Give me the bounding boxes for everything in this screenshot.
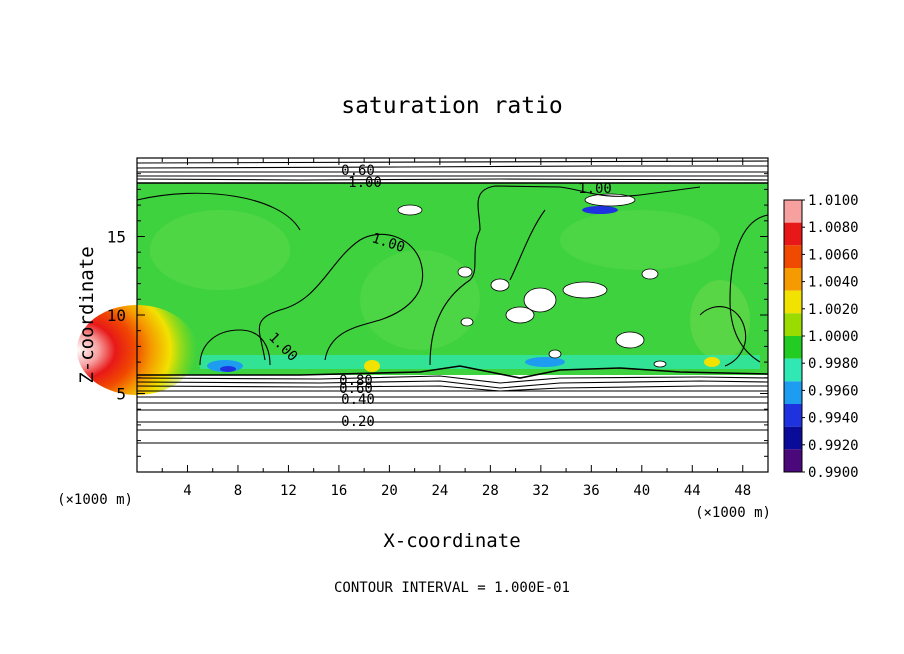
colorbar-swatch [784,245,802,268]
colorbar-swatch [784,336,802,359]
colorbar-label: 0.9960 [808,383,859,399]
colorbar-swatch [784,200,802,223]
colorbar: 1.0100 1.0080 1.0060 1.0040 1.0020 1.0000 0.99… [783,193,859,481]
x-tick-label: 32 [532,483,549,499]
colorbar-label: 1.0080 [808,220,859,236]
x-tick-label: 36 [583,483,600,499]
low-saturation-spot [220,366,236,372]
contour-label: 0.60 [341,163,375,179]
contour-lines [136,160,769,444]
contour-label: 1.00 [348,175,382,191]
chart-title: saturation ratio [341,93,563,119]
x-tick-label: 24 [431,483,448,499]
field-patch [690,280,750,360]
contour-label: 0.80 [339,373,373,389]
x-tick-label: 8 [234,483,242,499]
colorbar-label: 0.9920 [808,438,859,454]
low-saturation-spot [525,357,565,367]
cloud-speckles [397,193,667,368]
colorbar-label: 1.0100 [808,193,859,209]
contour-label: 0.60 [339,381,373,397]
low-saturation-band [200,355,760,369]
x-axis-title: X-coordinate [383,530,520,552]
x-tick-label: 48 [734,483,751,499]
colorbar-swatch [784,404,802,427]
y-axis: 5 10 15 [107,173,768,457]
yellow-spot [364,360,380,372]
y-tick-label: 15 [107,228,126,247]
field-patch [150,210,290,290]
colorbar-label: 1.0060 [808,247,859,263]
x-axis: 4 8 12 16 20 24 28 32 36 40 44 48 [161,158,751,499]
x-tick-label: 16 [330,483,347,499]
colorbar-label: 1.0040 [808,275,859,291]
yellow-spot [704,357,720,367]
lower-white-region [137,375,768,472]
x-tick-label: 12 [280,483,297,499]
colorbar-label: 0.9980 [808,356,859,372]
contour-label: 0.40 [341,392,375,408]
x-tick-label: 44 [684,483,701,499]
x-tick-label: 20 [381,483,398,499]
colorbar-swatch [784,222,802,246]
field-patch [360,250,480,350]
colorbar-label: 1.0020 [808,302,859,318]
x-tick-label: 4 [183,483,191,499]
y-tick-label: 5 [116,385,126,404]
colorbar-swatch [784,290,802,314]
y-tick-label: 10 [107,306,126,325]
y-axis-title: Z-coordinate [76,246,98,383]
contour-label: 0.20 [341,414,375,430]
colorbar-swatch [784,381,802,404]
field-patch [560,210,720,270]
upper-white-region [137,158,768,180]
x-tick-label: 40 [633,483,650,499]
colorbar-label: 0.9940 [808,411,859,427]
colorbar-swatch [784,313,802,336]
x-tick-label: 28 [482,483,499,499]
contour-label: 1.00 [578,181,612,197]
colorbar-swatch [784,268,802,291]
x-unit-label-right: (×1000 m) [695,505,771,521]
colorbar-label: 1.0000 [808,329,859,345]
low-saturation-spot [582,206,618,214]
plot-field [77,158,768,472]
contour-interval-note: CONTOUR INTERVAL = 1.000E-01 [334,580,570,596]
colorbar-swatch [784,358,802,382]
colorbar-label: 0.9900 [808,465,859,481]
x-unit-label-left: (×1000 m) [57,492,133,508]
colorbar-swatch [784,449,802,472]
contour-labels: 0.60 1.00 1.00 1.00 1.00 0.80 0.60 0.40 … [265,163,612,430]
colorbar-swatch [784,426,802,450]
